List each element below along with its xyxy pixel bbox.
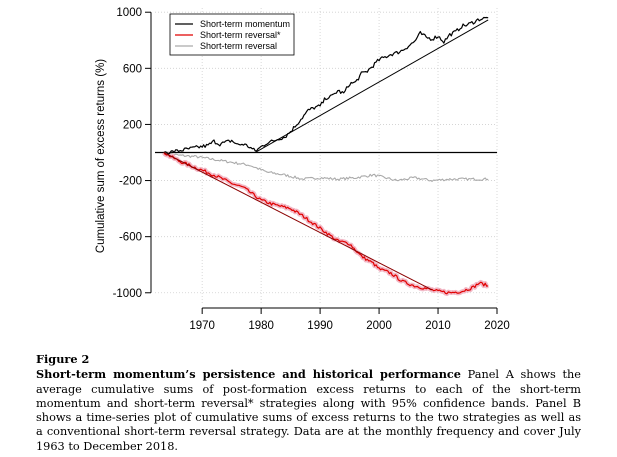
x-tick-label: 2010 xyxy=(425,320,451,332)
series-confidence-band-1 xyxy=(162,151,489,297)
axes xyxy=(150,12,497,309)
y-tick-label: 200 xyxy=(123,119,142,131)
x-tick-label: 1980 xyxy=(248,320,274,332)
legend-label: Short-term momentum xyxy=(200,19,290,29)
fitted-lines xyxy=(163,19,489,291)
x-tick-label: 1990 xyxy=(307,320,333,332)
y-tick-label: -600 xyxy=(119,232,142,244)
series-line-short-term-momentum xyxy=(163,16,489,155)
fitted-line-0 xyxy=(254,19,489,153)
figure-caption: Figure 2 Short-term momentum’s persisten… xyxy=(36,352,581,454)
series-line-short-term-reversal xyxy=(163,151,489,182)
chart: 1970 1980 1990 2000 2010 2020 -1000 -600 -200 200… xyxy=(95,7,510,332)
caption-body: Panel A shows the average cumulative sum… xyxy=(36,368,581,453)
y-tick-label: 600 xyxy=(123,63,142,75)
x-tick-label: 1970 xyxy=(189,320,215,332)
y-tick-label: -1000 xyxy=(113,288,142,300)
x-tick-label: 2000 xyxy=(366,320,392,332)
caption-title: Short-term momentum’s persistence and hi… xyxy=(36,367,461,382)
x-tick-label: 2020 xyxy=(484,320,510,332)
legend-label: Short-term reversal* xyxy=(200,30,281,40)
fitted-line-1 xyxy=(163,152,433,291)
y-tick-label: 1000 xyxy=(116,7,142,19)
series-line-short-term-reversal- xyxy=(163,152,489,295)
y-axis-title: Cumulative sum of excess returns (%) xyxy=(95,59,107,253)
legend-label: Short-term reversal xyxy=(200,41,277,51)
series-lines xyxy=(162,16,489,297)
ticks: 1970 1980 1990 2000 2010 2020 -1000 -600 -200 200… xyxy=(113,7,510,332)
caption-paragraph: Short-term momentum’s persistence and hi… xyxy=(36,367,581,454)
y-tick-label: -200 xyxy=(119,176,142,188)
figure-label: Figure 2 xyxy=(36,352,90,366)
